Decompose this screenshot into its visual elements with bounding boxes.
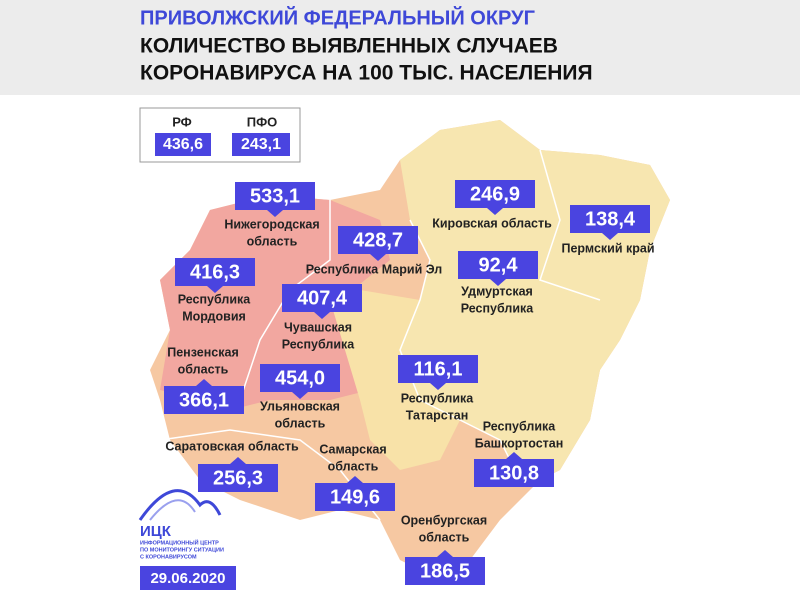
region-name: область [178, 362, 229, 376]
value-box [405, 550, 485, 585]
logo-caption: ИНФОРМАЦИОННЫЙ ЦЕНТР [140, 538, 219, 546]
region-name: Чувашская [284, 320, 352, 334]
region-name: Оренбургская [401, 513, 487, 527]
region-name: Республика [461, 301, 535, 315]
region-value: 130,8 [489, 462, 539, 484]
region-value: 533,1 [250, 185, 300, 207]
header-band [0, 0, 800, 95]
value-box [570, 205, 650, 240]
region-name: Республика [401, 391, 475, 405]
region-name: Пензенская [167, 345, 239, 359]
region-value: 256,3 [213, 467, 263, 489]
region-name: Республика Марий Эл [306, 262, 443, 276]
summary-label: ПФО [247, 114, 278, 129]
region-name: Республика [483, 419, 557, 433]
logo-caption: ПО МОНИТОРИНГУ СИТУАЦИИ [140, 547, 224, 553]
region-name: Башкортостан [475, 436, 564, 450]
summary-value: 243,1 [241, 136, 281, 153]
logo-mark [138, 489, 222, 521]
logo-mark [149, 499, 196, 521]
value-box [398, 355, 478, 390]
logo-name: ИЦК [140, 523, 172, 540]
region-name: Республика [178, 292, 252, 306]
value-box [338, 226, 418, 261]
value-box [315, 476, 395, 511]
value-box [175, 258, 255, 293]
summary-value-box [155, 133, 211, 156]
region-name: Удмуртская [461, 284, 533, 298]
region-value: 149,6 [330, 486, 380, 508]
date: 29.06.2020 [150, 570, 225, 587]
region-name: Пермский край [561, 241, 654, 255]
region-value: 416,3 [190, 261, 240, 283]
value-box [455, 180, 535, 215]
region-value: 366,1 [179, 389, 229, 411]
title: ПРИВОЛЖСКИЙ ФЕДЕРАЛЬНЫЙ ОКРУГ [140, 5, 535, 29]
region-name: Республика [282, 337, 356, 351]
region-value: 116,1 [414, 358, 463, 380]
value-box [282, 284, 362, 319]
value-box [198, 457, 278, 492]
value-box [260, 364, 340, 399]
region-name: Кировская область [432, 216, 552, 230]
summary-label: РФ [172, 114, 192, 129]
region-value: 428,7 [353, 229, 403, 251]
value-box [164, 379, 244, 414]
date-box [140, 566, 236, 590]
region-name: Самарская [319, 442, 386, 456]
region-value: 186,5 [420, 560, 470, 582]
region-value: 246,9 [470, 183, 520, 205]
region-name: Саратовская область [165, 439, 299, 453]
region-name: область [247, 234, 298, 248]
region-value: 454,0 [275, 367, 325, 389]
region-area [330, 290, 460, 470]
subtitle-line: КОРОНАВИРУСА НА 100 ТЫС. НАСЕЛЕНИЯ [140, 62, 593, 85]
logo: ИЦК ИНФОРМАЦИОННЫЙ ЦЕНТР ПО МОНИТОРИНГУ … [138, 489, 236, 590]
region-value: 138,4 [585, 208, 636, 230]
value-box [235, 182, 315, 217]
summary-value-box [232, 133, 290, 156]
region-name: Татарстан [406, 408, 469, 422]
region-value: 92,4 [479, 254, 519, 276]
region-value: 407,4 [297, 287, 348, 309]
summary-value: 436,6 [163, 136, 203, 153]
region-name: область [275, 416, 326, 430]
subtitle-line: КОЛИЧЕСТВО ВЫЯВЛЕННЫХ СЛУЧАЕВ [140, 35, 558, 58]
value-box [474, 452, 554, 487]
border [539, 149, 601, 301]
region-name: область [328, 459, 379, 473]
logo-caption: С КОРОНАВИРУСОМ [140, 554, 197, 560]
region-name: область [419, 530, 470, 544]
region-name: Мордовия [182, 309, 246, 323]
region-name: Ульяновская [260, 399, 340, 413]
region-name: Нижегородская [224, 217, 319, 231]
value-box [458, 251, 538, 286]
region-area [160, 195, 390, 410]
